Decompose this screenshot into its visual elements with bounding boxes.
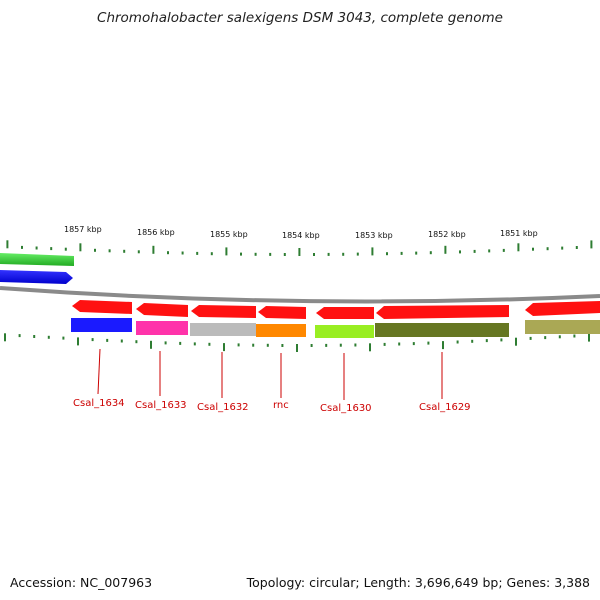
gene-label-csal-1629: Csal_1629	[419, 402, 471, 413]
cog-bar-csal-1630	[315, 325, 374, 338]
genome-title: Chromohalobacter salexigens DSM 3043, co…	[97, 10, 503, 26]
gene-labels: Csal_1634 Csal_1633 Csal_1632 rnc Csal_1…	[73, 398, 471, 414]
gene-label-csal-1634: Csal_1634	[73, 398, 125, 409]
scale-ticks-upper	[6, 240, 593, 256]
cog-bar-rnc	[256, 324, 306, 337]
cog-bar-csal-1634	[71, 318, 132, 332]
label-leaders	[97, 348, 443, 400]
gene-arrow-right-edge	[525, 301, 600, 316]
gene-label-rnc: rnc	[273, 400, 289, 411]
kbp-label: 1854 kbp	[282, 231, 320, 240]
kbp-label: 1851 kbp	[500, 229, 538, 238]
gene-arrow-rnc	[258, 306, 306, 319]
kbp-label: 1852 kbp	[428, 230, 466, 239]
topology-text: Topology: circular; Length: 3,696,649 bp…	[246, 575, 590, 590]
gene-arrow-csal-1629	[376, 305, 509, 319]
cog-bar-csal-1633	[136, 321, 188, 335]
cog-bar-csal-1632	[190, 323, 256, 336]
gene-arrow-csal-1632	[191, 305, 256, 318]
accession-text: Accession: NC_007963	[10, 575, 153, 590]
kbp-label: 1855 kbp	[210, 230, 248, 239]
leader-line	[97, 348, 101, 395]
cog-track	[71, 318, 600, 338]
genome-backbone	[0, 286, 600, 304]
cog-bar-csal-1629	[375, 323, 509, 337]
scale-labels: 1857 kbp 1856 kbp 1855 kbp 1854 kbp 1853…	[64, 225, 538, 240]
reverse-strand-genes	[72, 300, 600, 319]
gene-label-csal-1632: Csal_1632	[197, 402, 249, 413]
gene-arrow-csal-1634	[72, 300, 132, 314]
kbp-label: 1856 kbp	[137, 228, 175, 237]
scale-ticks-lower	[4, 333, 590, 352]
kbp-label: 1853 kbp	[355, 231, 393, 240]
forward-gene-arrow-left-edge-cog	[0, 270, 73, 284]
cog-bar-right-edge	[525, 320, 600, 334]
forward-gene-arrow-left-edge	[0, 253, 74, 266]
kbp-label: 1857 kbp	[64, 225, 102, 234]
gene-label-csal-1633: Csal_1633	[135, 400, 187, 411]
gene-arrow-csal-1633	[136, 303, 188, 317]
gene-arrow-csal-1630	[316, 307, 374, 319]
gene-label-csal-1630: Csal_1630	[320, 403, 372, 414]
